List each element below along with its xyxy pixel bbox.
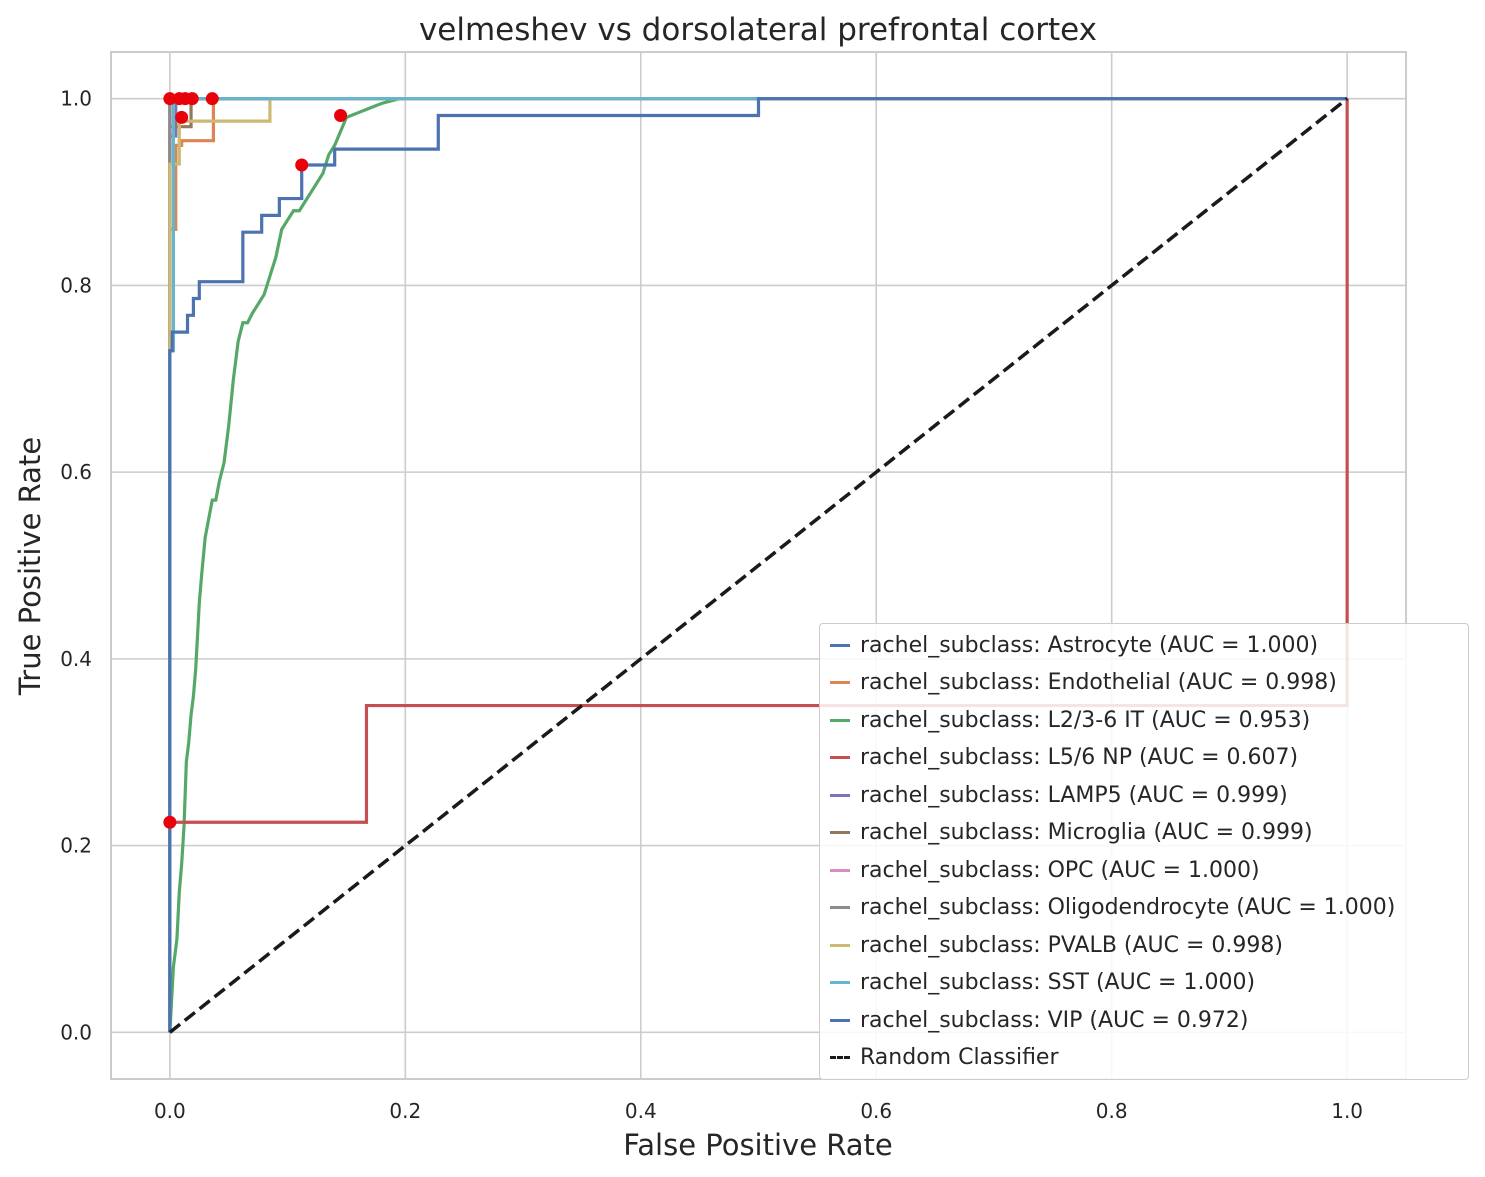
y-tick-label: 1.0 — [60, 87, 92, 111]
legend-label: rachel_subclass: SST (AUC = 1.000) — [860, 970, 1256, 995]
legend-item: rachel_subclass: L5/6 NP (AUC = 0.607) — [830, 743, 1298, 773]
legend-label: rachel_subclass: Endothelial (AUC = 0.99… — [860, 670, 1337, 695]
legend-swatch — [830, 793, 850, 797]
legend-label: Random Classifier — [860, 1045, 1059, 1070]
legend-item: rachel_subclass: OPC (AUC = 1.000) — [830, 855, 1260, 885]
legend-label: rachel_subclass: OPC (AUC = 1.000) — [860, 857, 1260, 883]
legend-swatch — [830, 981, 850, 984]
threshold-marker — [205, 92, 219, 106]
legend-label: rachel_subclass: LAMP5 (AUC = 0.999) — [860, 782, 1288, 808]
legend-item: rachel_subclass: VIP (AUC = 0.972) — [830, 1005, 1248, 1035]
legend-item: rachel_subclass: Endothelial (AUC = 0.99… — [830, 668, 1337, 698]
y-tick-labels: 0.0 0.2 0.4 0.6 0.8 1.0 — [60, 87, 92, 1045]
legend-swatch — [830, 1018, 850, 1022]
roc-curve-2 — [168, 97, 400, 1033]
roc-curve-10 — [168, 97, 1348, 1033]
legend: rachel_subclass: Astrocyte (AUC = 1.000)… — [819, 623, 1469, 1080]
legend-label: rachel_subclass: VIP (AUC = 0.972) — [860, 1007, 1249, 1033]
y-tick-label: 0.8 — [60, 273, 92, 297]
x-tick-label: 0.6 — [860, 1099, 892, 1123]
legend-item: rachel_subclass: Astrocyte (AUC = 1.000) — [830, 630, 1318, 660]
legend-item: rachel_subclass: Oligodendrocyte (AUC = … — [830, 893, 1395, 923]
legend-label: rachel_subclass: Oligodendrocyte (AUC = … — [860, 895, 1396, 920]
legend-label: rachel_subclass: PVALB (AUC = 0.998) — [860, 932, 1283, 958]
legend-label: rachel_subclass: L5/6 NP (AUC = 0.607) — [860, 745, 1299, 770]
legend-item: rachel_subclass: L2/3-6 IT (AUC = 0.953) — [830, 705, 1310, 735]
threshold-marker — [175, 110, 189, 124]
legend-swatch — [830, 868, 850, 872]
legend-swatch — [830, 643, 850, 647]
legend-swatch — [830, 756, 850, 759]
legend-label: rachel_subclass: Microglia (AUC = 0.999) — [860, 820, 1313, 845]
x-axis-label: False Positive Rate — [623, 1128, 893, 1162]
roc-curves — [168, 97, 1349, 1034]
legend-swatch — [830, 943, 850, 947]
threshold-marker — [163, 815, 177, 829]
legend-swatch — [830, 1056, 850, 1059]
threshold-markers — [163, 92, 348, 829]
legend-label: rachel_subclass: L2/3-6 IT (AUC = 0.953) — [860, 707, 1311, 733]
y-tick-label: 0.6 — [60, 460, 92, 484]
y-tick-label: 0.2 — [60, 834, 92, 858]
chart-title: velmeshev vs dorsolateral prefrontal cor… — [419, 12, 1097, 48]
legend-item: rachel_subclass: PVALB (AUC = 0.998) — [830, 930, 1283, 960]
legend-swatch — [830, 906, 850, 909]
x-tick-labels: 0.0 0.2 0.4 0.6 0.8 1.0 — [154, 1099, 1363, 1123]
threshold-marker — [185, 92, 199, 106]
y-tick-label: 0.0 — [60, 1020, 92, 1044]
threshold-marker — [295, 158, 309, 172]
legend-label: rachel_subclass: Astrocyte (AUC = 1.000) — [860, 632, 1319, 658]
roc-curve-11 — [168, 97, 1349, 1034]
plot-frame — [110, 51, 1407, 1080]
x-tick-label: 0.0 — [154, 1099, 186, 1123]
legend-item: rachel_subclass: Microglia (AUC = 0.999) — [830, 818, 1313, 848]
x-tick-label: 0.2 — [389, 1099, 421, 1123]
threshold-marker — [163, 92, 177, 106]
x-tick-label: 0.8 — [1096, 1099, 1128, 1123]
legend-item: rachel_subclass: SST (AUC = 1.000) — [830, 968, 1255, 998]
y-axis-label: True Positive Rate — [13, 437, 47, 696]
x-tick-label: 0.4 — [625, 1099, 657, 1123]
legend-swatch — [830, 831, 850, 834]
legend-swatch — [830, 681, 850, 684]
y-tick-label: 0.4 — [60, 647, 92, 671]
legend-item: rachel_subclass: LAMP5 (AUC = 0.999) — [830, 780, 1288, 810]
threshold-marker — [334, 108, 348, 122]
legend-item: Random Classifier — [830, 1043, 1059, 1073]
x-tick-label: 1.0 — [1331, 1099, 1363, 1123]
legend-swatch — [830, 718, 850, 722]
